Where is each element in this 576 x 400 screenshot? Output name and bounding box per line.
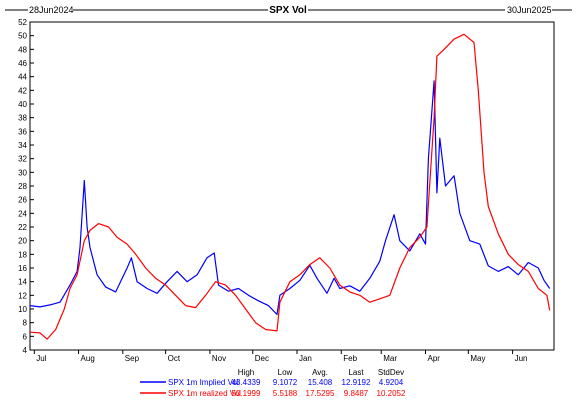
y-tick-label: 26 — [18, 196, 27, 205]
x-tick-label: Dec — [255, 354, 269, 363]
stat-implied-high: 43.4339 — [232, 378, 261, 387]
stat-realized-last: 9.8487 — [344, 389, 369, 398]
y-tick-label: 22 — [18, 223, 27, 232]
stats-header-high: High — [238, 368, 254, 377]
x-tick-label: Jun — [515, 354, 528, 363]
stat-implied-stddev: 4.9204 — [379, 378, 404, 387]
y-tick-label: 42 — [18, 86, 27, 95]
y-tick-label: 28 — [18, 182, 27, 191]
y-tick-label: 34 — [18, 141, 27, 150]
y-tick-label: 16 — [18, 264, 27, 273]
x-tick-label: Nov — [212, 354, 226, 363]
y-tick-label: 30 — [18, 168, 27, 177]
y-tick-label: 18 — [18, 250, 27, 259]
y-tick-label: 36 — [18, 127, 27, 136]
x-tick-label: Oct — [168, 354, 181, 363]
chart-title: SPX Vol — [269, 5, 307, 16]
plot-area — [29, 21, 555, 351]
y-tick-label: 32 — [18, 155, 27, 164]
stats-table: High Low Avg. Last StdDev SPX 1m Implied… — [140, 368, 406, 398]
y-tick-label: 40 — [18, 100, 27, 109]
y-tick-label: 4 — [23, 346, 28, 355]
stats-header-avg: Avg. — [312, 368, 328, 377]
stats-header-low: Low — [278, 368, 293, 377]
x-tick-label: Feb — [343, 354, 357, 363]
x-tick-label: Aug — [81, 354, 95, 363]
legend-label-realized: SPX 1m realized Vol — [168, 389, 241, 398]
stat-realized-high: 50.1999 — [232, 389, 261, 398]
end-date-label: 30Jun2025 — [507, 5, 552, 15]
stat-realized-stddev: 10.2052 — [377, 389, 406, 398]
stat-implied-avg: 15.408 — [308, 378, 333, 387]
realized-vol-line — [29, 33, 551, 340]
stats-header-stddev: StdDev — [378, 368, 404, 377]
y-tick-label: 46 — [18, 59, 27, 68]
x-tick-label: May — [470, 354, 485, 363]
legend-label-implied: SPX 1m Implied Vol — [168, 378, 239, 387]
y-tick-label: 48 — [18, 45, 27, 54]
y-tick-label: 6 — [23, 332, 28, 341]
y-tick-label: 8 — [23, 319, 28, 328]
x-tick-label: Jul — [36, 354, 46, 363]
y-tick-label: 10 — [18, 305, 27, 314]
x-tick-label: Jan — [299, 354, 312, 363]
y-tick-label: 20 — [18, 237, 27, 246]
y-tick-label: 38 — [18, 114, 27, 123]
x-axis: Jul Aug Sep Oct Nov Dec Jan Feb Mar Apr May Jun — [33, 350, 528, 363]
stats-header-last: Last — [348, 368, 364, 377]
series-lines — [29, 33, 551, 340]
y-tick-label: 44 — [18, 73, 27, 82]
stat-realized-low: 5.5188 — [273, 389, 298, 398]
implied-vol-line — [29, 80, 551, 316]
y-axis: 4681012141618202224262830323436384042444… — [18, 18, 34, 355]
x-tick-label: Apr — [427, 354, 440, 363]
y-tick-label: 24 — [18, 209, 27, 218]
stat-implied-last: 12.9192 — [342, 378, 371, 387]
x-tick-label: Sep — [125, 354, 140, 363]
y-tick-label: 52 — [18, 18, 27, 27]
y-tick-label: 12 — [18, 291, 27, 300]
y-tick-label: 14 — [18, 278, 27, 287]
x-tick-label: Mar — [383, 354, 397, 363]
y-tick-label: 50 — [18, 32, 27, 41]
start-date-label: 28Jun2024 — [29, 5, 74, 15]
stat-realized-avg: 17.5295 — [306, 389, 335, 398]
stat-implied-low: 9.1072 — [273, 378, 298, 387]
